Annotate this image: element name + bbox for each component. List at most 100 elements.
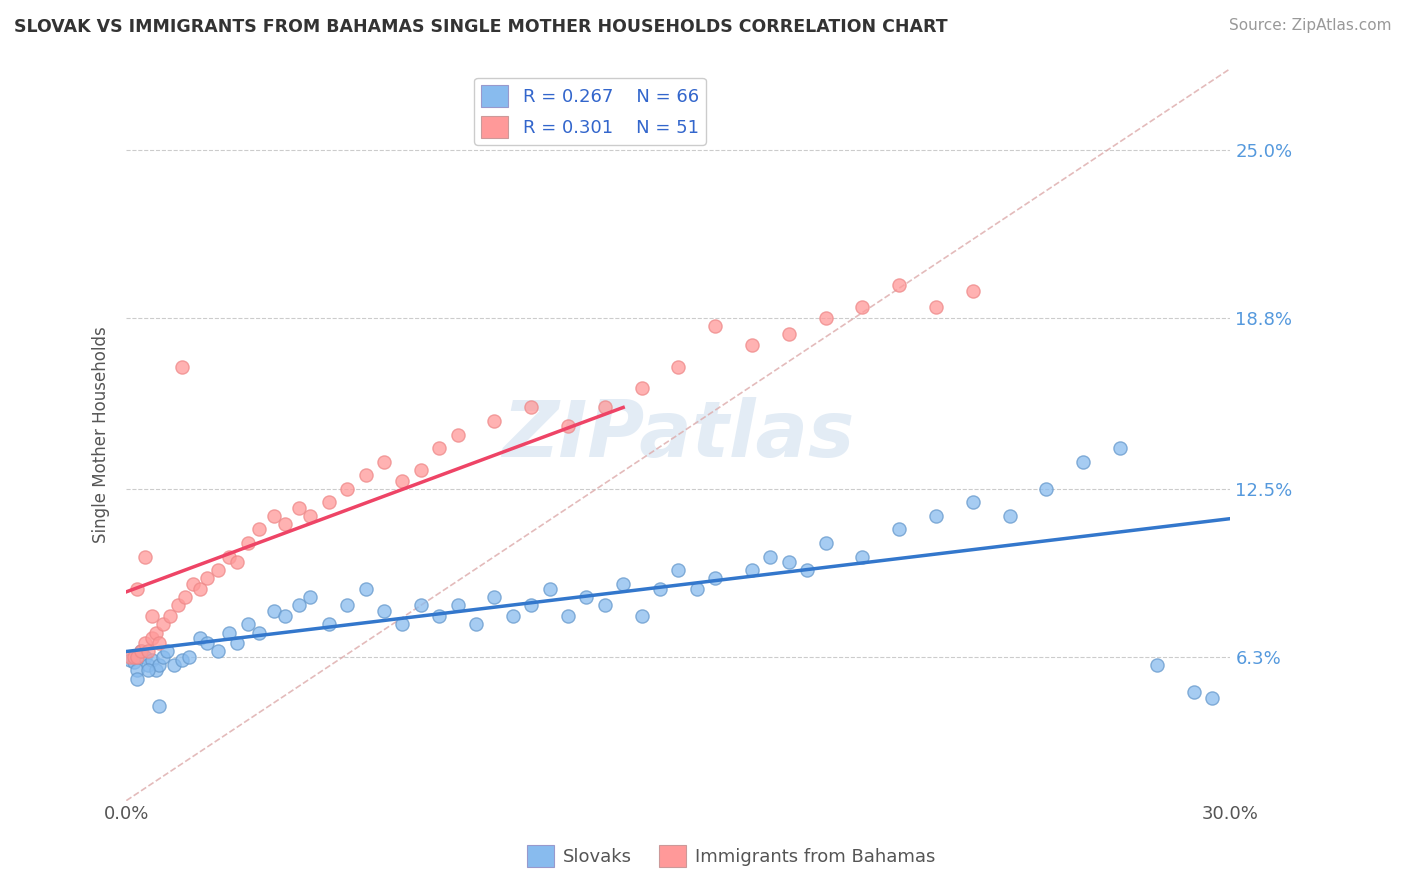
- Point: [354, 582, 377, 596]
- Point: [225, 636, 247, 650]
- Point: [391, 474, 413, 488]
- Point: [1201, 690, 1223, 705]
- Point: [520, 401, 543, 415]
- Point: [889, 523, 911, 537]
- Point: [299, 591, 322, 605]
- Point: [1035, 482, 1057, 496]
- Point: [273, 609, 295, 624]
- Point: [127, 649, 149, 664]
- Point: [1146, 658, 1168, 673]
- Point: [704, 571, 727, 585]
- Point: [336, 599, 359, 613]
- Point: [129, 644, 152, 658]
- Point: [174, 591, 197, 605]
- Point: [148, 636, 170, 650]
- Point: [998, 508, 1021, 523]
- Point: [686, 582, 709, 596]
- Point: [373, 455, 395, 469]
- Point: [814, 310, 837, 325]
- Point: [273, 516, 295, 531]
- Legend: Slovaks, Immigrants from Bahamas: Slovaks, Immigrants from Bahamas: [520, 838, 942, 874]
- Point: [148, 698, 170, 713]
- Point: [122, 649, 145, 664]
- Point: [156, 644, 179, 658]
- Point: [236, 536, 259, 550]
- Text: SLOVAK VS IMMIGRANTS FROM BAHAMAS SINGLE MOTHER HOUSEHOLDS CORRELATION CHART: SLOVAK VS IMMIGRANTS FROM BAHAMAS SINGLE…: [14, 18, 948, 36]
- Point: [484, 591, 506, 605]
- Point: [318, 617, 340, 632]
- Point: [502, 609, 524, 624]
- Point: [134, 649, 156, 664]
- Point: [177, 649, 200, 664]
- Point: [796, 563, 818, 577]
- Point: [170, 652, 193, 666]
- Point: [127, 664, 149, 678]
- Point: [354, 468, 377, 483]
- Point: [236, 617, 259, 632]
- Point: [145, 664, 167, 678]
- Point: [166, 599, 188, 613]
- Point: [141, 652, 163, 666]
- Point: [207, 644, 229, 658]
- Point: [159, 609, 181, 624]
- Point: [704, 319, 727, 334]
- Point: [612, 576, 634, 591]
- Point: [218, 625, 240, 640]
- Point: [152, 617, 174, 632]
- Point: [122, 656, 145, 670]
- Point: [118, 652, 141, 666]
- Point: [195, 571, 218, 585]
- Point: [465, 617, 488, 632]
- Point: [138, 664, 160, 678]
- Point: [630, 382, 652, 396]
- Point: [575, 591, 598, 605]
- Y-axis label: Single Mother Households: Single Mother Households: [93, 326, 110, 543]
- Point: [741, 563, 763, 577]
- Point: [127, 582, 149, 596]
- Point: [962, 284, 984, 298]
- Point: [391, 617, 413, 632]
- Point: [557, 609, 579, 624]
- Point: [141, 631, 163, 645]
- Point: [134, 549, 156, 564]
- Point: [962, 495, 984, 509]
- Point: [666, 563, 689, 577]
- Point: [218, 549, 240, 564]
- Point: [288, 500, 311, 515]
- Point: [225, 555, 247, 569]
- Point: [925, 300, 948, 314]
- Point: [778, 327, 800, 342]
- Point: [557, 419, 579, 434]
- Point: [925, 508, 948, 523]
- Point: [263, 604, 285, 618]
- Point: [759, 549, 782, 564]
- Point: [288, 599, 311, 613]
- Point: [427, 609, 450, 624]
- Point: [138, 658, 160, 673]
- Point: [427, 441, 450, 455]
- Point: [318, 495, 340, 509]
- Point: [741, 338, 763, 352]
- Point: [299, 508, 322, 523]
- Point: [336, 482, 359, 496]
- Point: [814, 536, 837, 550]
- Point: [851, 549, 873, 564]
- Point: [889, 278, 911, 293]
- Point: [188, 631, 211, 645]
- Point: [778, 555, 800, 569]
- Point: [138, 644, 160, 658]
- Point: [163, 658, 186, 673]
- Point: [145, 625, 167, 640]
- Point: [851, 300, 873, 314]
- Point: [148, 658, 170, 673]
- Point: [593, 401, 616, 415]
- Point: [207, 563, 229, 577]
- Point: [373, 604, 395, 618]
- Point: [247, 523, 270, 537]
- Point: [446, 427, 468, 442]
- Point: [1071, 455, 1094, 469]
- Point: [263, 508, 285, 523]
- Point: [152, 649, 174, 664]
- Point: [247, 625, 270, 640]
- Point: [648, 582, 671, 596]
